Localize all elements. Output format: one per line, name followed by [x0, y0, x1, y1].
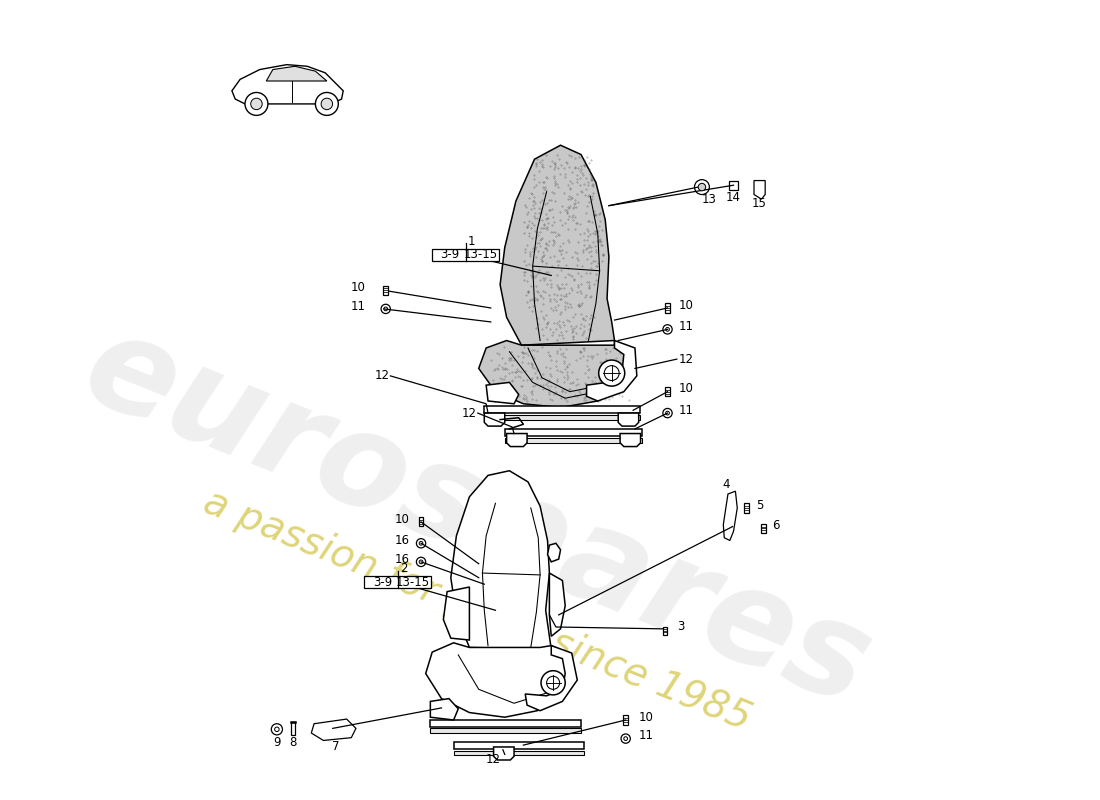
- Text: 10: 10: [351, 281, 365, 294]
- Text: 3: 3: [676, 621, 684, 634]
- Polygon shape: [507, 434, 527, 446]
- Polygon shape: [525, 646, 578, 710]
- Polygon shape: [451, 470, 551, 650]
- Text: 6: 6: [772, 519, 780, 532]
- Text: 12: 12: [679, 353, 694, 366]
- Bar: [662, 626, 667, 635]
- Bar: [745, 503, 749, 513]
- Text: 13: 13: [702, 193, 717, 206]
- Circle shape: [251, 98, 262, 110]
- Circle shape: [381, 304, 390, 314]
- Text: 9: 9: [273, 736, 280, 749]
- Bar: [432, 249, 499, 261]
- Circle shape: [384, 307, 387, 310]
- Bar: [430, 720, 581, 726]
- Text: 4: 4: [723, 478, 730, 491]
- Bar: [484, 406, 639, 413]
- Circle shape: [275, 727, 279, 731]
- Circle shape: [666, 411, 670, 415]
- Bar: [666, 387, 670, 396]
- Circle shape: [417, 558, 426, 566]
- Bar: [453, 750, 584, 755]
- Text: 3-9: 3-9: [373, 576, 392, 589]
- Polygon shape: [266, 66, 327, 81]
- Bar: [364, 576, 431, 588]
- Bar: [419, 518, 424, 526]
- Text: 10: 10: [395, 513, 410, 526]
- Circle shape: [321, 98, 332, 110]
- Text: 8: 8: [289, 736, 296, 749]
- Bar: [505, 429, 642, 436]
- Text: 14: 14: [726, 191, 741, 204]
- Circle shape: [624, 737, 627, 741]
- Polygon shape: [486, 382, 519, 404]
- Polygon shape: [443, 587, 470, 640]
- Text: 15: 15: [752, 198, 767, 210]
- Text: eurospares: eurospares: [66, 302, 888, 733]
- Polygon shape: [618, 413, 639, 426]
- Text: 11: 11: [639, 730, 653, 742]
- Circle shape: [694, 180, 710, 194]
- Polygon shape: [494, 747, 514, 760]
- Text: 11: 11: [350, 300, 365, 313]
- Polygon shape: [754, 181, 766, 199]
- Text: 13-15: 13-15: [464, 249, 498, 262]
- Bar: [624, 715, 628, 725]
- Polygon shape: [586, 341, 637, 401]
- Bar: [761, 524, 766, 533]
- Polygon shape: [430, 698, 459, 720]
- Text: 13-15: 13-15: [396, 576, 430, 589]
- Text: 10: 10: [679, 382, 694, 395]
- Bar: [430, 728, 581, 733]
- Text: 12: 12: [462, 406, 477, 419]
- Polygon shape: [548, 543, 561, 562]
- Circle shape: [698, 183, 705, 190]
- Circle shape: [245, 93, 268, 115]
- Text: 7: 7: [332, 741, 339, 754]
- Bar: [290, 722, 296, 735]
- Bar: [453, 742, 584, 749]
- Text: 2: 2: [399, 562, 407, 575]
- Polygon shape: [311, 719, 356, 741]
- Bar: [384, 286, 388, 295]
- Text: a passion for parts since 1985: a passion for parts since 1985: [198, 482, 756, 738]
- Text: 5: 5: [756, 498, 763, 512]
- Text: 1: 1: [468, 235, 475, 248]
- Text: 11: 11: [679, 404, 694, 417]
- Bar: [484, 415, 639, 419]
- Polygon shape: [478, 341, 635, 407]
- Polygon shape: [620, 434, 640, 446]
- Text: 16: 16: [395, 553, 410, 566]
- Circle shape: [666, 327, 670, 331]
- Bar: [505, 438, 642, 443]
- Text: 11: 11: [679, 320, 694, 333]
- Polygon shape: [484, 413, 505, 426]
- Circle shape: [598, 360, 625, 386]
- Circle shape: [419, 560, 422, 564]
- Polygon shape: [426, 643, 572, 718]
- Circle shape: [663, 409, 672, 418]
- Polygon shape: [232, 65, 343, 104]
- Circle shape: [419, 542, 422, 545]
- Text: 3-9: 3-9: [441, 249, 460, 262]
- Text: 10: 10: [679, 298, 694, 312]
- Polygon shape: [549, 573, 565, 636]
- Circle shape: [663, 325, 672, 334]
- Text: 10: 10: [639, 710, 653, 724]
- Polygon shape: [724, 491, 737, 541]
- Text: 12: 12: [374, 370, 389, 382]
- Circle shape: [621, 734, 630, 743]
- Bar: [666, 303, 670, 313]
- Circle shape: [417, 538, 426, 548]
- Circle shape: [272, 724, 283, 735]
- Polygon shape: [500, 146, 615, 345]
- Circle shape: [541, 670, 565, 695]
- Circle shape: [316, 93, 339, 115]
- Text: 12: 12: [486, 753, 502, 766]
- Text: 16: 16: [395, 534, 410, 547]
- Bar: [729, 181, 738, 190]
